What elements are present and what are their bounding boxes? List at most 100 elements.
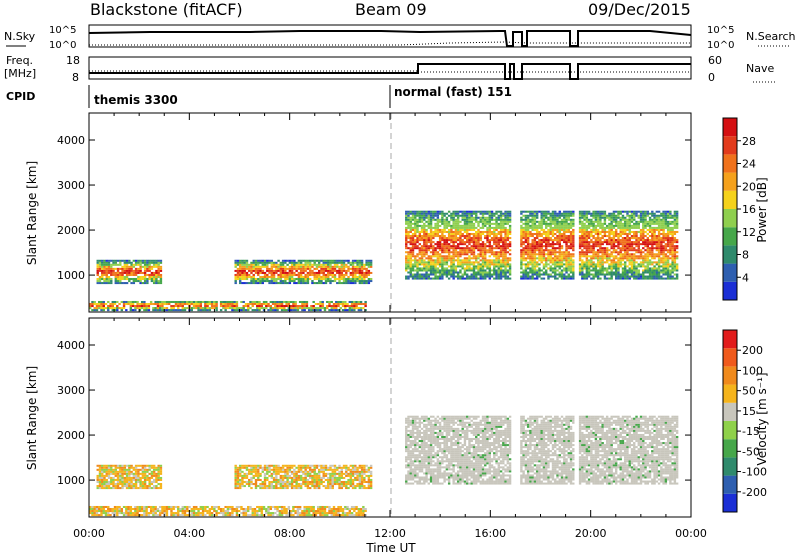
echo-cell xyxy=(418,253,421,256)
echo-cell xyxy=(540,212,543,215)
echo-cell xyxy=(488,261,491,264)
echo-cell xyxy=(405,255,408,258)
echo-cell xyxy=(531,277,534,280)
echo-cell xyxy=(252,275,255,279)
echo-cell xyxy=(662,269,665,272)
echo-cell xyxy=(599,220,602,223)
echo-cell xyxy=(91,309,94,312)
echo-cell xyxy=(653,226,656,229)
echo-cell xyxy=(520,259,523,262)
echo-cell xyxy=(563,218,566,221)
echo-cell xyxy=(529,230,532,233)
echo-cell xyxy=(547,232,550,236)
echo-cell xyxy=(143,282,147,285)
echo-cell xyxy=(590,220,593,223)
echo-cell xyxy=(535,232,539,236)
echo-cell xyxy=(642,235,645,238)
echo-cell xyxy=(268,271,271,274)
echo-cell xyxy=(651,218,654,221)
echo-cell xyxy=(328,300,331,303)
echo-cell xyxy=(146,261,149,264)
echo-cell xyxy=(107,278,111,281)
echo-cell xyxy=(452,222,455,225)
echo-cell xyxy=(438,253,442,256)
echo-cell xyxy=(612,220,616,223)
echo-cell xyxy=(466,249,469,252)
echo-cell xyxy=(612,257,616,260)
echo-cell xyxy=(257,271,260,274)
echo-cell xyxy=(143,307,146,310)
echo-cell xyxy=(651,245,654,248)
echo-cell xyxy=(190,302,193,306)
echo-cell xyxy=(420,257,424,260)
echo-cell xyxy=(250,267,253,270)
echo-cell xyxy=(475,216,478,219)
echo-cell xyxy=(242,309,245,312)
echo-cell xyxy=(657,224,661,227)
echo-cell xyxy=(286,278,289,281)
echo-cell xyxy=(565,226,568,229)
echo-cell xyxy=(110,464,113,467)
echo-cell xyxy=(655,210,659,213)
echo-cell xyxy=(535,269,539,272)
echo-cell xyxy=(236,273,240,276)
echo-cell xyxy=(581,210,584,213)
echo-cell xyxy=(275,282,278,285)
echo-cell xyxy=(608,222,611,225)
echo-cell xyxy=(317,302,320,306)
echo-cell xyxy=(350,300,354,303)
echo-cell xyxy=(150,278,154,281)
echo-cell xyxy=(488,222,491,225)
echo-cell xyxy=(289,307,293,310)
echo-cell xyxy=(307,309,311,312)
echo-cell xyxy=(335,309,338,312)
echo-cell xyxy=(599,267,602,270)
echo-cell xyxy=(276,309,279,312)
echo-cell xyxy=(585,271,589,274)
echo-cell xyxy=(651,257,654,260)
echo-cell xyxy=(633,235,636,238)
echo-cell xyxy=(362,307,365,310)
echo-cell xyxy=(295,282,298,285)
echo-cell xyxy=(100,300,103,303)
echo-cell xyxy=(596,241,600,244)
echo-cell xyxy=(565,269,568,272)
echo-cell xyxy=(624,216,627,219)
echo-cell xyxy=(348,307,352,310)
echo-cell xyxy=(502,247,505,250)
echo-cell xyxy=(130,282,133,285)
echo-cell xyxy=(119,468,122,471)
echo-cell xyxy=(646,224,650,227)
echo-cell xyxy=(556,255,559,258)
nave-tick-top: 60 xyxy=(708,54,722,67)
echo-cell xyxy=(495,245,498,248)
echo-cell xyxy=(547,259,550,262)
echo-cell xyxy=(134,261,138,264)
echo-cell xyxy=(497,224,501,227)
echo-cell xyxy=(466,245,469,248)
echo-cell xyxy=(459,249,462,252)
echo-cell xyxy=(558,251,561,254)
echo-cell xyxy=(443,267,446,270)
echo-cell xyxy=(429,273,433,276)
echo-cell xyxy=(143,280,147,283)
echo-cell xyxy=(322,265,325,268)
echo-cell xyxy=(463,228,467,231)
echo-cell xyxy=(168,309,171,312)
echo-cell xyxy=(558,230,561,233)
echo-cell xyxy=(354,273,357,276)
echo-cell xyxy=(405,230,408,233)
echo-cell xyxy=(311,269,314,272)
echo-cell xyxy=(452,263,455,266)
echo-cell xyxy=(581,275,584,278)
echo-cell xyxy=(653,214,656,217)
echo-cell xyxy=(662,232,665,236)
echo-cell xyxy=(146,280,149,283)
echo-cell xyxy=(279,265,283,268)
echo-cell xyxy=(143,480,147,484)
echo-cell xyxy=(242,305,245,308)
echo-cell xyxy=(405,212,408,215)
echo-cell xyxy=(594,275,598,278)
echo-cell xyxy=(603,253,607,256)
echo-cell xyxy=(110,267,113,270)
